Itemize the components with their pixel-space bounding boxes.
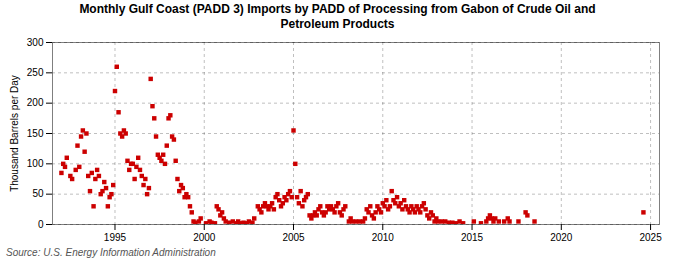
svg-text:200: 200 (27, 97, 44, 108)
html-text:Source: U.S. Energy Informatio: Source: U.S. Energy Information Administ… (6, 247, 216, 258)
svg-text:Thousand Barrels per Day: Thousand Barrels per Day (9, 75, 20, 192)
svg-text:2000: 2000 (193, 232, 216, 243)
svg-text:2010: 2010 (372, 232, 395, 243)
svg-text:2015: 2015 (461, 232, 484, 243)
svg-text:300: 300 (27, 37, 44, 48)
svg-text:150: 150 (27, 128, 44, 139)
svg-text:2005: 2005 (282, 232, 305, 243)
svg-text:100: 100 (27, 158, 44, 169)
svg-text:2025: 2025 (639, 232, 662, 243)
svg-text:2020: 2020 (550, 232, 573, 243)
svg-text:1995: 1995 (104, 232, 127, 243)
svg-text:0: 0 (38, 219, 44, 230)
html-text:Monthly Gulf Coast (PADD 3) Im: Monthly Gulf Coast (PADD 3) Imports by P… (79, 2, 596, 31)
svg-text:50: 50 (32, 188, 44, 199)
svg-text:250: 250 (27, 67, 44, 78)
